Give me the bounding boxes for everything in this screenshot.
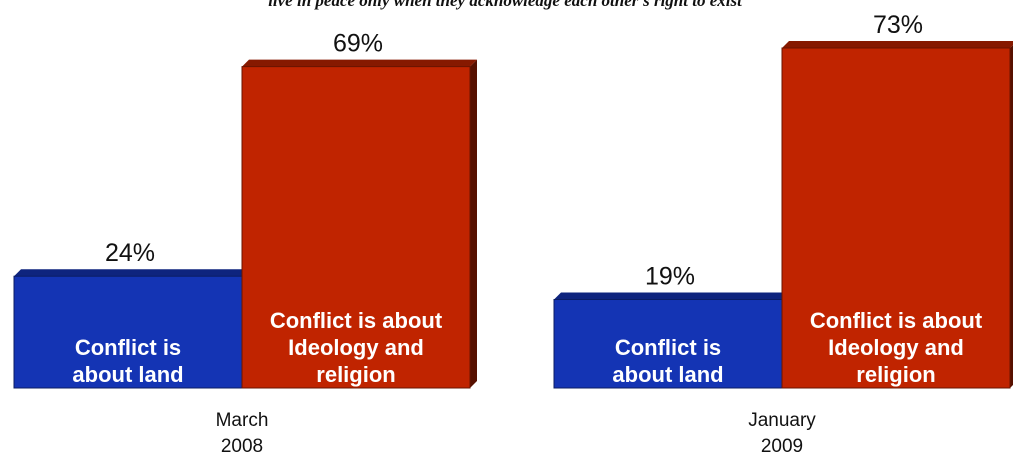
category-label-1-0: January — [748, 410, 816, 431]
bar-label-1-0-1: about land — [612, 362, 723, 387]
bar-label-0-1-0: Conflict is about — [270, 308, 443, 333]
bar-1-0 — [553, 299, 783, 389]
bar-top-1-0 — [554, 292, 789, 300]
category-label-0-0: March — [216, 410, 269, 431]
value-label-0-1: 69% — [333, 30, 383, 58]
bar-top-1-1 — [782, 41, 1013, 48]
bar-1-1 — [781, 47, 1011, 389]
bar-side-1-1 — [1010, 45, 1013, 388]
category-label-1-1: 2009 — [761, 436, 803, 457]
bar-top-0-1 — [242, 59, 477, 67]
bar-label-1-1-1: Ideology and — [828, 335, 964, 360]
bar-0-1 — [241, 66, 471, 389]
bar-top-0-0 — [14, 269, 249, 277]
bar-label-1-1-0: Conflict is about — [810, 308, 983, 333]
chart-title: live in peace only when they acknowledge… — [268, 0, 743, 10]
value-label-1-1: 73% — [873, 11, 923, 39]
bar-label-0-1-1: Ideology and — [288, 335, 424, 360]
bar-side-0-1 — [470, 59, 477, 389]
bar-label-1-0-0: Conflict is — [615, 335, 721, 360]
value-label-1-0: 19% — [645, 263, 695, 291]
value-label-0-0: 24% — [105, 239, 155, 267]
bar-label-1-1-2: religion — [856, 362, 935, 387]
bar-label-0-1-2: religion — [316, 362, 395, 387]
bar-label-0-0-1: about land — [72, 362, 183, 387]
bar-label-0-0-0: Conflict is — [75, 335, 181, 360]
category-label-0-1: 2008 — [221, 436, 263, 457]
